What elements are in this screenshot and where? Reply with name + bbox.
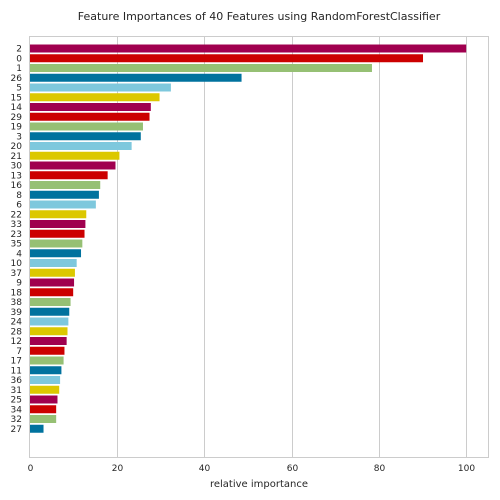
bar [30, 239, 83, 248]
bar [30, 210, 87, 219]
y-tick-label: 36 [11, 376, 23, 386]
bar [30, 405, 57, 414]
bar [30, 112, 150, 121]
bar [30, 366, 62, 375]
bar [30, 278, 75, 287]
y-tick-label: 6 [16, 201, 22, 211]
bar [30, 64, 372, 72]
y-tick-label: 35 [11, 240, 22, 250]
y-tick-label: 20 [11, 142, 23, 152]
y-tick-label: 21 [11, 152, 22, 162]
y-tick-label: 31 [11, 386, 22, 396]
y-tick-label: 37 [11, 269, 22, 279]
bar [30, 181, 101, 189]
bar [30, 376, 61, 384]
bar [30, 220, 86, 228]
y-tick-label: 19 [11, 123, 23, 133]
bar [30, 190, 99, 199]
y-tick-label: 12 [11, 337, 22, 347]
y-tick-label: 10 [11, 259, 23, 269]
bar [30, 346, 65, 355]
bar [30, 103, 151, 111]
x-tick-label: 0 [28, 464, 34, 474]
plot-frame [29, 36, 489, 458]
x-tick-label: 60 [287, 464, 299, 474]
y-tick-label: 28 [11, 327, 23, 337]
x-axis-label: relative importance [210, 479, 308, 490]
y-tick-label: 13 [11, 171, 22, 181]
bar [30, 200, 96, 209]
y-tick-label: 9 [16, 279, 22, 289]
y-tick-label: 32 [11, 415, 22, 425]
bar [30, 73, 242, 82]
y-tick-label: 15 [11, 93, 22, 103]
bar [30, 259, 77, 267]
y-tick-label: 26 [11, 74, 23, 84]
bar [30, 122, 143, 131]
bar [30, 249, 82, 258]
bar [30, 424, 44, 433]
y-tick-label: 22 [11, 210, 22, 220]
bar [30, 132, 141, 141]
bar [30, 268, 75, 277]
y-tick-labels: 2012651514291932021301316862233233541037… [11, 45, 23, 435]
y-tick-label: 0 [16, 54, 22, 64]
bar [30, 93, 160, 102]
y-tick-label: 16 [11, 181, 23, 191]
y-tick-label: 18 [11, 288, 23, 298]
y-tick-label: 14 [11, 103, 23, 113]
bar [30, 395, 58, 404]
bar [30, 229, 85, 238]
bar [30, 161, 116, 170]
y-tick-label: 1 [16, 64, 22, 74]
bar [30, 44, 467, 53]
bar [30, 415, 57, 423]
bar [30, 83, 171, 92]
bar [30, 337, 67, 345]
y-tick-label: 11 [11, 366, 22, 376]
bar [30, 307, 70, 316]
y-tick-label: 8 [16, 191, 22, 201]
bar [30, 317, 69, 326]
y-tick-label: 4 [16, 249, 22, 259]
y-tick-label: 34 [11, 405, 23, 415]
bar [30, 171, 108, 180]
y-tick-label: 38 [11, 298, 23, 308]
bar [30, 327, 68, 336]
y-tick-label: 27 [11, 425, 22, 435]
x-tick-label: 20 [112, 464, 124, 474]
y-tick-label: 23 [11, 230, 22, 240]
y-tick-label: 5 [16, 84, 22, 94]
y-tick-label: 30 [11, 162, 23, 172]
bars [30, 44, 467, 433]
y-tick-label: 3 [16, 132, 22, 142]
x-tick-label: 40 [199, 464, 211, 474]
bar [30, 142, 132, 150]
y-tick-label: 2 [16, 45, 22, 55]
x-tick-label: 100 [458, 464, 475, 474]
y-tick-label: 33 [11, 220, 22, 230]
bar [30, 298, 71, 306]
x-tick-labels: 0 20 40 60 80 100 [28, 464, 476, 474]
bar [30, 385, 60, 394]
y-tick-label: 24 [11, 318, 23, 328]
y-tick-label: 7 [16, 347, 22, 357]
y-tick-label: 39 [11, 308, 23, 318]
x-tick-label: 80 [374, 464, 386, 474]
y-tick-label: 25 [11, 396, 22, 406]
y-tick-label: 29 [11, 113, 23, 123]
bar [30, 151, 120, 160]
bar [30, 288, 74, 297]
y-tick-label: 17 [11, 357, 22, 367]
bar [30, 54, 424, 63]
chart-title: Feature Importances of 40 Features using… [78, 10, 441, 23]
bar [30, 356, 64, 365]
